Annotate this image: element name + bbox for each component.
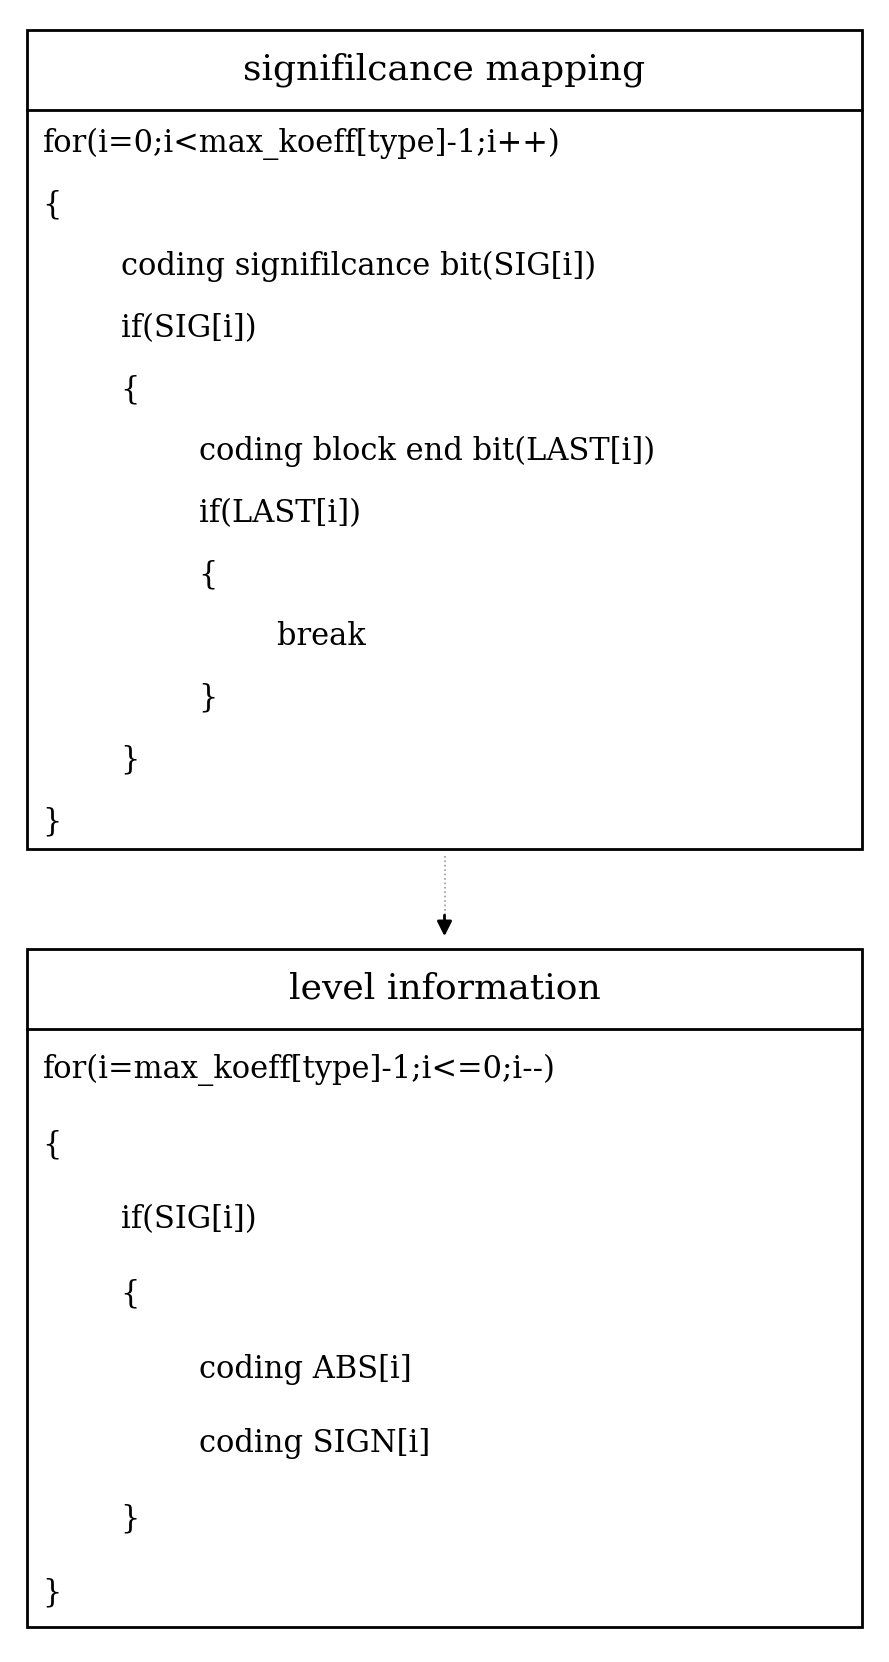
Text: break: break	[43, 622, 365, 652]
Text: for(i=0;i<max_koeff[type]-1;i++): for(i=0;i<max_koeff[type]-1;i++)	[43, 128, 560, 160]
Bar	[27, 30, 862, 849]
Text: if(SIG[i]): if(SIG[i])	[43, 1203, 256, 1235]
Text: {: {	[43, 189, 62, 221]
Text: {: {	[43, 1128, 62, 1160]
Text: coding block end bit(LAST[i]): coding block end bit(LAST[i])	[43, 435, 655, 467]
Text: }: }	[43, 683, 218, 713]
Text: if(SIG[i]): if(SIG[i])	[43, 312, 256, 344]
Text: coding SIGN[i]: coding SIGN[i]	[43, 1428, 430, 1459]
Text: }: }	[43, 1577, 62, 1609]
Text: }: }	[43, 806, 62, 838]
Text: level information: level information	[289, 972, 600, 1006]
Bar	[27, 949, 862, 1627]
Text: {: {	[43, 560, 218, 590]
Text: coding signifilcance bit(SIG[i]): coding signifilcance bit(SIG[i])	[43, 251, 596, 283]
Text: for(i=max_koeff[type]-1;i<=0;i--): for(i=max_koeff[type]-1;i<=0;i--)	[43, 1054, 556, 1085]
Text: signifilcance mapping: signifilcance mapping	[244, 53, 645, 86]
Text: }: }	[43, 1502, 140, 1534]
Text: {: {	[43, 1278, 140, 1310]
Text: if(LAST[i]): if(LAST[i])	[43, 499, 361, 529]
Text: }: }	[43, 745, 140, 776]
Text: {: {	[43, 374, 140, 406]
Text: coding ABS[i]: coding ABS[i]	[43, 1353, 412, 1384]
